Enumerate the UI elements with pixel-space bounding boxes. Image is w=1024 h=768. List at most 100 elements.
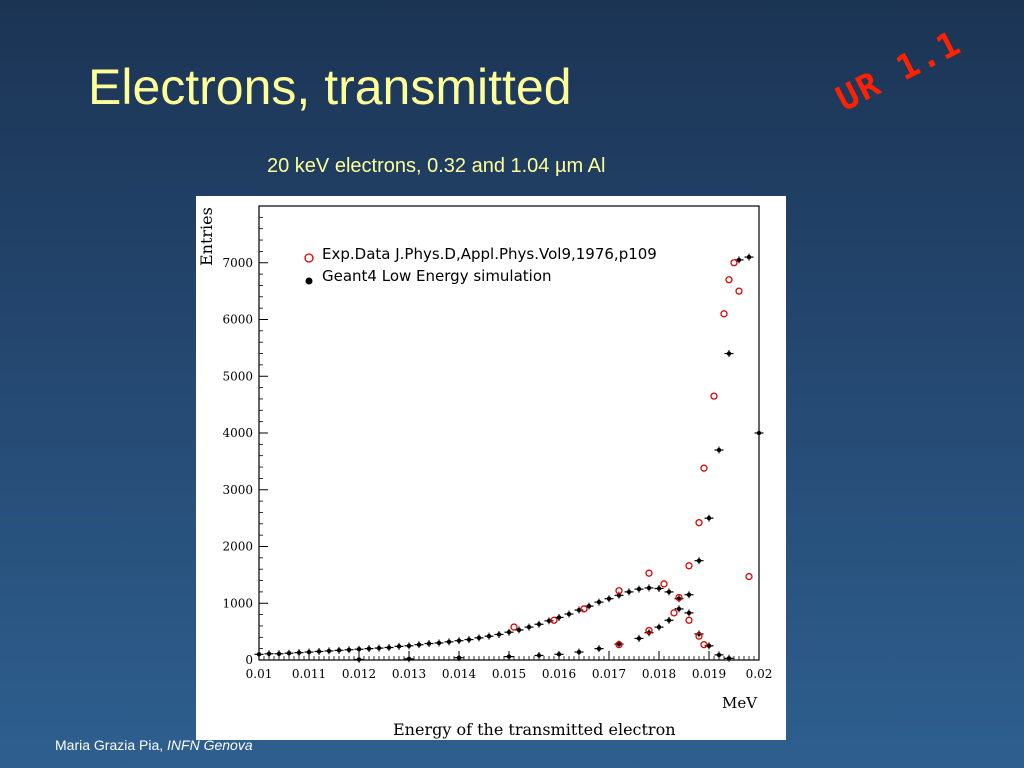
sim-point xyxy=(256,652,262,657)
exp-point xyxy=(745,572,753,581)
legend-sim-label: Geant4 Low Energy simulation xyxy=(322,267,552,285)
version-stamp: UR 1.1 xyxy=(830,22,969,120)
sim-point xyxy=(446,639,452,645)
sim-point xyxy=(426,641,432,646)
sim-point xyxy=(356,647,362,652)
exp-point xyxy=(695,632,703,640)
sim-point xyxy=(706,643,712,649)
tick-labels: 0.01 0.011 0.012 0.013 0.014 0.015 0.016 0.017 0… xyxy=(222,256,772,681)
sim-point xyxy=(466,637,472,642)
exp-point xyxy=(700,464,708,472)
exp-point xyxy=(730,259,738,267)
sim-point xyxy=(566,611,572,617)
exp-series xyxy=(510,259,753,649)
sim-point xyxy=(486,633,492,639)
footer: Maria Grazia Pia, INFN Genova xyxy=(55,737,253,753)
x-tick-label: 0.015 xyxy=(492,667,526,681)
sim-point xyxy=(746,254,752,260)
plot-panel: 0.01 0.011 0.012 0.013 0.014 0.015 0.016 0.017 0… xyxy=(196,196,786,740)
exp-point xyxy=(700,641,708,649)
sim-point xyxy=(556,615,562,620)
x-tick-label: 0.01 xyxy=(246,667,273,681)
sim-point xyxy=(536,653,542,658)
sim-point xyxy=(686,592,692,597)
y-tick-label: 5000 xyxy=(222,369,253,383)
exp-point xyxy=(660,580,668,588)
exp-point xyxy=(645,569,653,577)
sim-series xyxy=(254,253,764,663)
axis-ticks xyxy=(258,216,760,661)
exp-point xyxy=(685,562,693,570)
sim-point xyxy=(546,618,552,624)
sim-point xyxy=(406,643,412,649)
sim-point xyxy=(756,430,762,436)
x-axis-unit: MeV xyxy=(722,694,758,712)
y-tick-label: 2000 xyxy=(222,540,253,554)
sim-point xyxy=(636,586,642,592)
sim-point xyxy=(576,649,582,655)
exp-point xyxy=(615,587,623,595)
sim-point xyxy=(496,632,502,637)
sim-point xyxy=(506,654,512,659)
legend-exp-label: Exp.Data J.Phys.D,Appl.Phys.Vol9,1976,p1… xyxy=(322,245,657,263)
exp-point xyxy=(615,641,623,649)
sim-point xyxy=(626,589,632,595)
sim-point xyxy=(616,641,622,647)
exp-point xyxy=(685,616,693,624)
sim-point xyxy=(516,627,522,633)
x-tick-label: 0.017 xyxy=(592,667,626,681)
sim-point xyxy=(696,558,702,563)
slide-title: Electrons, transmitted xyxy=(88,59,572,115)
chart-subtitle: 20 keV electrons, 0.32 and 1.04 µm Al xyxy=(267,155,606,177)
x-tick-label: 0.018 xyxy=(642,667,676,681)
sim-point xyxy=(596,646,602,651)
sim-point xyxy=(636,636,642,641)
sim-point xyxy=(716,447,722,453)
x-tick-label: 0.014 xyxy=(442,667,477,681)
x-axis-label: Energy of the transmitted electron xyxy=(393,720,676,739)
sim-point xyxy=(656,586,662,591)
sim-point xyxy=(306,649,312,655)
footer-author: Maria Grazia Pia, xyxy=(55,737,168,753)
sim-point xyxy=(666,618,672,623)
legend-exp-marker xyxy=(304,253,314,263)
sim-point xyxy=(646,585,652,591)
sim-point xyxy=(456,638,462,643)
x-tick-label: 0.013 xyxy=(392,667,426,681)
y-tick-label: 0 xyxy=(245,653,253,667)
sim-point xyxy=(326,648,332,654)
y-tick-label: 1000 xyxy=(222,596,253,610)
exp-point xyxy=(710,392,718,400)
sim-point xyxy=(506,629,512,635)
sim-point xyxy=(526,624,532,630)
sim-point xyxy=(266,651,272,656)
sim-point xyxy=(576,607,582,613)
sim-point xyxy=(726,351,732,356)
x-tick-label: 0.019 xyxy=(692,667,726,681)
sim-point xyxy=(336,648,342,653)
sim-point xyxy=(376,645,382,651)
sim-point xyxy=(346,647,352,652)
sim-point xyxy=(476,635,482,641)
sim-point xyxy=(676,606,682,612)
sim-point xyxy=(316,649,322,654)
footer-affiliation: INFN Genova xyxy=(167,737,253,753)
exp-point xyxy=(675,593,683,602)
sim-point xyxy=(656,624,662,630)
exp-point xyxy=(580,605,588,613)
sim-point xyxy=(406,656,412,662)
sim-point xyxy=(596,599,602,605)
sim-point xyxy=(296,650,302,655)
exp-point xyxy=(735,287,743,295)
exp-point xyxy=(720,310,728,318)
exp-point xyxy=(510,623,518,631)
sim-point xyxy=(396,644,402,649)
plot-svg: 0.01 0.011 0.012 0.013 0.014 0.015 0.016 0.017 0… xyxy=(197,205,772,739)
sim-point xyxy=(416,642,422,647)
legend-sim-marker xyxy=(305,277,313,285)
sim-point xyxy=(586,603,592,609)
x-tick-label: 0.012 xyxy=(342,667,376,681)
sim-point xyxy=(706,515,712,521)
exp-point xyxy=(725,276,733,284)
x-tick-label: 0.02 xyxy=(746,667,773,681)
